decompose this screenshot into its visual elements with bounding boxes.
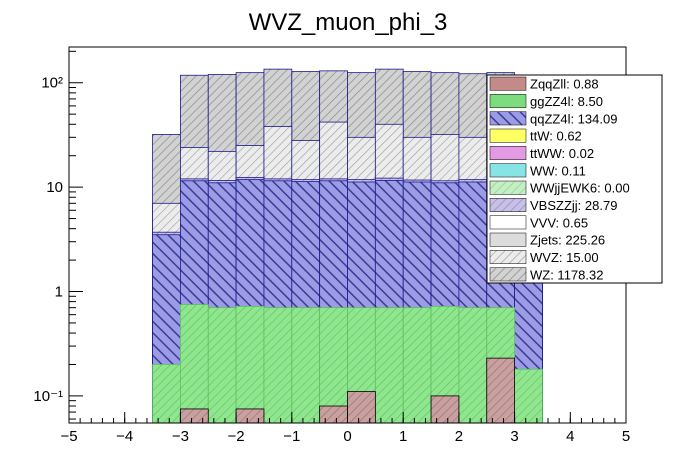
bar-zqqzll-7 [347,391,376,424]
legend-label: VBSZZjj: 28.79 [530,198,617,213]
legend-label: VVV: 0.65 [530,215,588,230]
legend-entry: ttWW: 0.02 [489,146,594,161]
legend-swatch [489,198,527,212]
legend-entry: WW: 0.11 [489,163,586,178]
legend-entry: WVZ: 15.00 [489,250,599,265]
bar-ggzz4l-1 [179,304,209,424]
histogram-bars [152,68,543,424]
x-tick-label: 0 [343,428,351,445]
legend-entry: WZ: 1178.32 [489,267,603,282]
legend-entry: qqZZ4l: 134.09 [489,111,617,126]
legend-label: WZ: 1178.32 [530,267,603,282]
x-tick-label: −2 [228,428,245,445]
bar-zqqzll-1 [179,408,209,424]
legend-entry: ggZZ4l: 8.50 [489,94,603,109]
legend-label: ZqqZll: 0.88 [530,77,599,92]
x-tick-label: 3 [510,428,518,445]
x-tick-label: −1 [283,428,300,445]
legend-swatch [489,250,527,264]
legend-box [486,74,663,284]
legend-entry: ttW: 0.62 [489,128,582,144]
x-tick-label: 1 [399,428,407,445]
legend-swatch [489,94,527,108]
y-tick-label: 1 [55,284,63,301]
y-tick-label: 10² [41,75,63,92]
legend-entry: VVV: 0.65 [489,215,588,230]
legend-label: ttWW: 0.02 [530,146,594,161]
bar-zqqzll-10 [430,395,460,424]
legend-entry: WWjjEWK6: 0.00 [489,180,630,196]
y-tick-label: 10⁻¹ [33,388,63,405]
legend-entry: Zjets: 225.26 [489,232,605,248]
bar-zqqzll-3 [235,408,265,424]
bar-ggzz4l-8 [374,307,404,424]
bar-ggzz4l-11 [458,307,488,424]
x-tick-label: −4 [116,428,133,445]
legend-entry: VBSZZjj: 28.79 [489,198,617,213]
legend-swatch [489,232,527,247]
bar-ggzz4l-13 [514,368,543,424]
legend-swatch [489,180,527,195]
bar-ggzz4l-4 [263,307,293,424]
chart-title: WVZ_muon_phi_3 [249,9,448,36]
bar-zqqzll-12 [486,357,516,424]
bar-ggzz4l-0 [152,364,181,424]
legend-label: qqZZ4l: 134.09 [530,111,617,126]
legend: ZqqZll: 0.88 ggZZ4l: 8.50 qqZZ4l: 134.09 tt… [486,74,663,284]
legend-swatch [489,76,527,91]
x-tick-label: 2 [455,428,463,445]
legend-label: WWjjEWK6: 0.00 [530,181,630,196]
series-zqqzll [179,357,516,424]
legend-swatch [489,267,527,282]
bar-ggzz4l-2 [207,307,237,424]
legend-swatch [489,146,527,160]
y-tick-label: 10 [46,179,63,196]
legend-label: WVZ: 15.00 [530,250,599,265]
bar-zqqzll-6 [319,405,348,424]
x-tick-label: −5 [60,428,77,445]
legend-swatch [489,111,527,126]
x-tick-label: 4 [566,428,574,445]
legend-entry: ZqqZll: 0.88 [489,76,599,92]
legend-label: ttW: 0.62 [530,129,582,144]
axes: −5 −4 −3 −2 −1 0 1 2 3 4 5 10⁻¹ 1 10 10² [33,50,630,445]
bar-ggzz4l-3 [235,306,265,424]
bar-ggzz4l-9 [402,307,432,424]
legend-label: WW: 0.11 [530,163,586,178]
x-tick-label: −3 [172,428,189,445]
legend-label: Zjets: 225.26 [530,233,605,248]
legend-swatch [489,215,527,230]
legend-label: ggZZ4l: 8.50 [530,94,603,109]
legend-swatch [489,128,527,143]
x-tick-label: 5 [622,428,630,445]
bar-ggzz4l-5 [291,307,321,424]
legend-swatch [489,163,527,178]
